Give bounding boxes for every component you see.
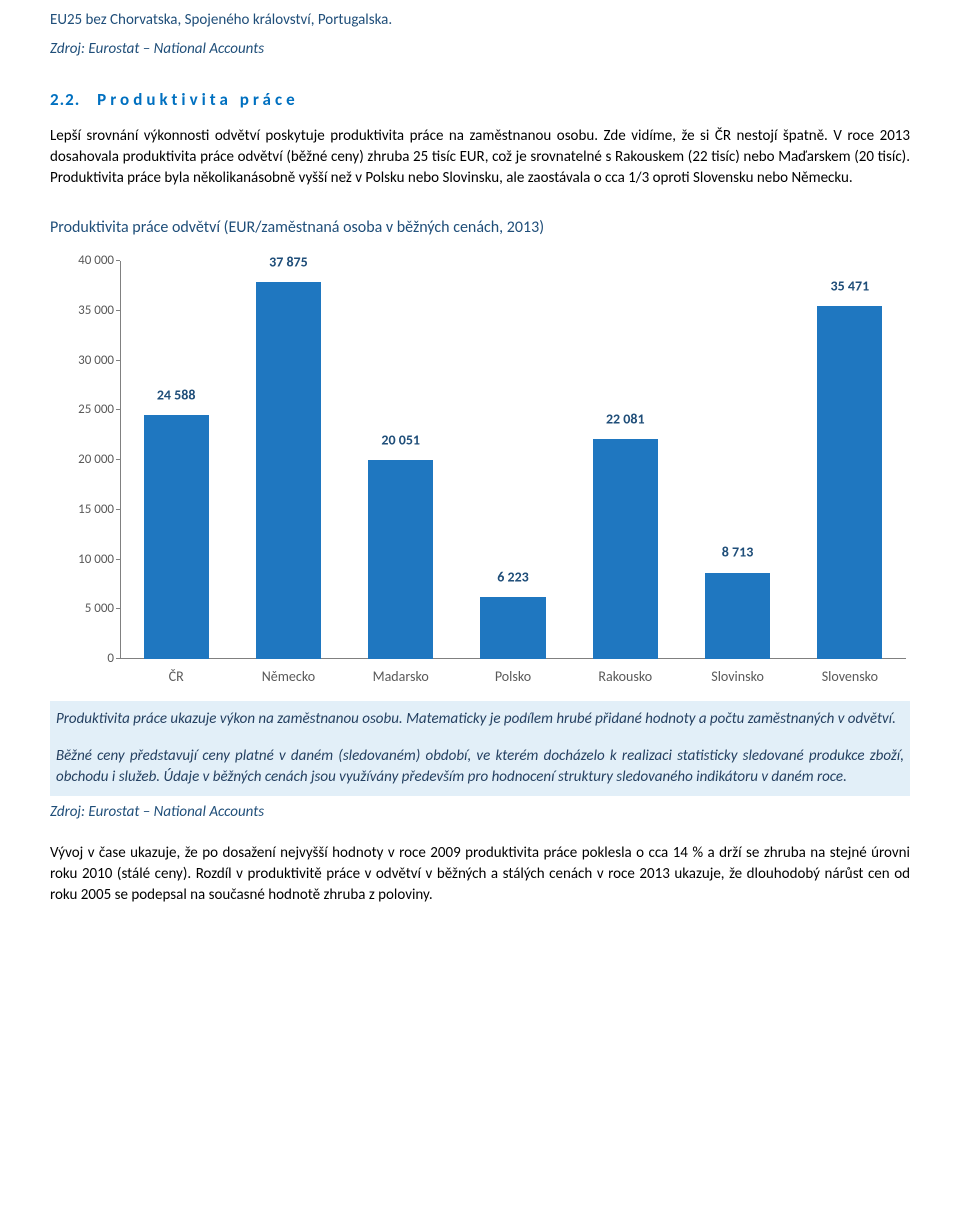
x-category-label: Slovinsko bbox=[711, 667, 764, 687]
y-tick-label: 40 000 bbox=[78, 252, 114, 270]
paragraph-2: Vývoj v čase ukazuje, že po dosažení nej… bbox=[50, 843, 910, 906]
y-tick-label: 5 000 bbox=[85, 600, 114, 618]
bar-value-label: 20 051 bbox=[381, 430, 420, 450]
y-tick-label: 0 bbox=[107, 650, 114, 668]
x-category-label: Slovensko bbox=[822, 667, 878, 687]
x-category-label: Madarsko bbox=[373, 667, 429, 687]
note-eu25: EU25 bez Chorvatska, Spojeného královstv… bbox=[50, 10, 910, 31]
bar-value-label: 22 081 bbox=[606, 410, 645, 430]
y-tick-label: 25 000 bbox=[78, 401, 114, 419]
section-number: 2.2. bbox=[50, 89, 80, 110]
x-category-label: Polsko bbox=[495, 667, 531, 687]
chart-plot-area: 05 00010 00015 00020 00025 00030 00035 0… bbox=[120, 261, 906, 659]
note-source-top: Zdroj: Eurostat – National Accounts bbox=[50, 39, 910, 60]
x-category-label: Německo bbox=[262, 667, 315, 687]
info-box-1: Produktivita práce ukazuje výkon na zamě… bbox=[50, 701, 910, 738]
paragraph-1: Lepší srovnání výkonnosti odvětví poskyt… bbox=[50, 126, 910, 189]
info-box-2: Běžné ceny představují ceny platné v dan… bbox=[50, 738, 910, 796]
chart-title: Produktivita práce odvětví (EUR/zaměstna… bbox=[50, 217, 910, 239]
bar bbox=[705, 573, 770, 660]
bar-value-label: 37 875 bbox=[269, 253, 308, 273]
y-axis bbox=[120, 261, 121, 659]
note-source-bottom: Zdroj: Eurostat – National Accounts bbox=[50, 802, 910, 823]
section-title: Produktivita práce bbox=[97, 89, 298, 110]
y-tick-label: 15 000 bbox=[78, 501, 114, 519]
bar-value-label: 24 588 bbox=[157, 385, 196, 405]
bar-value-label: 8 713 bbox=[722, 543, 754, 563]
y-tick-label: 20 000 bbox=[78, 451, 114, 469]
bar-chart: 0 5 000 10 000 15 000 20 000 25 000 30 000 35 0… bbox=[50, 253, 910, 693]
bar-value-label: 35 471 bbox=[831, 277, 870, 297]
y-tick-label: 35 000 bbox=[78, 302, 114, 320]
bar bbox=[368, 460, 433, 660]
bar bbox=[144, 415, 209, 660]
bar-value-label: 6 223 bbox=[497, 568, 529, 588]
bar bbox=[593, 439, 658, 659]
y-tick-label: 30 000 bbox=[78, 352, 114, 370]
bar bbox=[817, 306, 882, 659]
x-category-label: Rakousko bbox=[598, 667, 652, 687]
bar bbox=[256, 282, 321, 659]
y-tick-label: 10 000 bbox=[78, 551, 114, 569]
bar bbox=[480, 597, 545, 659]
section-heading: 2.2. Produktivita práce bbox=[50, 88, 910, 112]
x-category-label: ČR bbox=[169, 667, 184, 687]
